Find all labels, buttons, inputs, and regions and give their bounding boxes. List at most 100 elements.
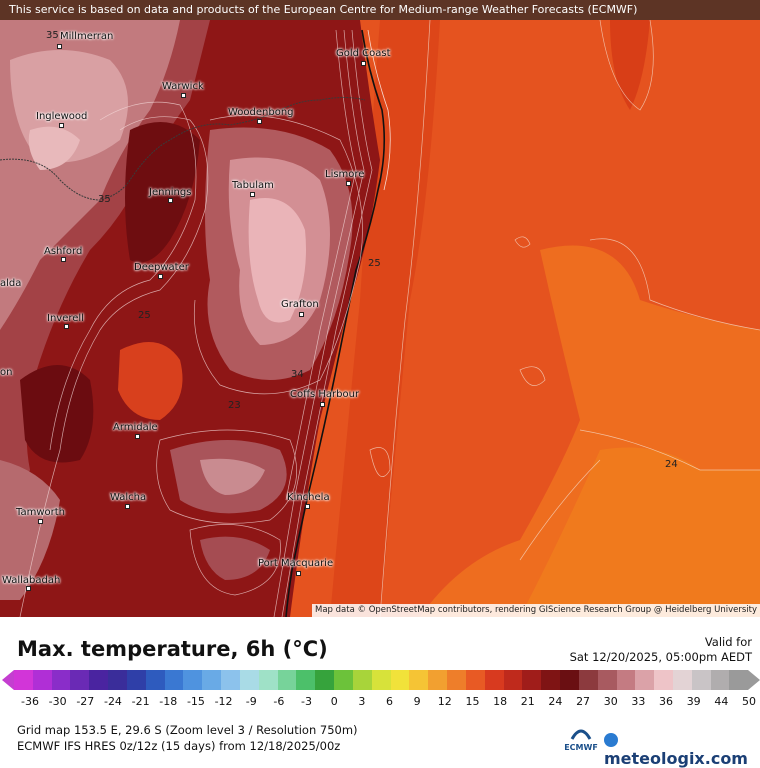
town-label: Gold Coast (336, 48, 391, 59)
town-marker (61, 257, 66, 262)
town-marker (168, 198, 173, 203)
colorbar-tick-label: -9 (245, 695, 257, 708)
colorbar-swatch (710, 670, 730, 690)
colorbar-swatch (597, 670, 617, 690)
town-marker (38, 519, 43, 524)
ecmwf-logo-text: ECMWF (564, 743, 598, 752)
town-label: Jennings (149, 187, 192, 198)
colorbar-max-arrow (748, 670, 760, 690)
meteologix-brand-text: meteologix.com (604, 749, 748, 768)
town-marker (299, 312, 304, 317)
town-marker (361, 61, 366, 66)
town-label: Grafton (281, 299, 319, 310)
colorbar-tick-label: 15 (465, 695, 480, 708)
data-source-banner: This service is based on data and produc… (0, 0, 760, 20)
colorbar-tick-label: 9 (413, 695, 421, 708)
town-marker (305, 504, 310, 509)
colorbar (14, 670, 749, 690)
town-marker (181, 93, 186, 98)
grid-info: Grid map 153.5 E, 29.6 S (Zoom level 3 /… (17, 723, 358, 737)
colorbar-swatch (578, 670, 598, 690)
colorbar-tick-label: -30 (48, 695, 67, 708)
colorbar-swatch (465, 670, 485, 690)
town-label: alda (0, 278, 22, 289)
town-marker (257, 119, 262, 124)
colorbar-swatch (108, 670, 127, 690)
colorbar-tick-label: -27 (76, 695, 95, 708)
colorbar-swatch (334, 670, 353, 690)
model-info: ECMWF IFS HRES 0z/12z (15 days) from 12/… (17, 739, 341, 753)
colorbar-min-arrow (2, 670, 14, 690)
colorbar-swatch (447, 670, 466, 690)
colorbar-tick-label: -36 (21, 695, 39, 708)
map-attribution: Map data © OpenStreetMap contributors, r… (312, 604, 760, 617)
town-label: Deepwater (134, 262, 189, 273)
town-label: on (0, 367, 13, 378)
isoline-label: 35 (46, 30, 59, 41)
colorbar-swatch (560, 670, 579, 690)
temperature-map[interactable]: This service is based on data and produc… (0, 0, 760, 617)
colorbar-swatch (221, 670, 240, 690)
town-label: Ashford (44, 246, 83, 257)
colorbar-tick-label: 39 (686, 695, 701, 708)
ecmwf-logo[interactable]: ECMWF (563, 727, 599, 752)
town-marker (59, 123, 64, 128)
valid-label: Valid for (704, 635, 752, 649)
town-label: Millmerran (60, 31, 114, 42)
town-label: Walcha (110, 492, 147, 503)
isoline-label: 35 (98, 194, 111, 205)
colorbar-swatch (409, 670, 429, 690)
colorbar-swatch (202, 670, 222, 690)
town-label: Wallabadah (2, 575, 61, 586)
colorbar-tick-label: 33 (631, 695, 646, 708)
colorbar-ticks: -36 -30 -27 -24 -21 -18 -15 -12 -9 -6 -3 0 3 6 9 12 15 18… (0, 695, 760, 709)
ecmwf-logo-icon (570, 729, 592, 740)
town-label: Tabulam (232, 180, 274, 191)
colorbar-swatch (541, 670, 561, 690)
colorbar-tick-label: -18 (159, 695, 178, 708)
colorbar-swatch (654, 670, 673, 690)
colorbar-swatch (296, 670, 316, 690)
colorbar-swatch (484, 670, 504, 690)
town-label: Armidale (113, 422, 158, 433)
colorbar-swatch (428, 670, 448, 690)
town-marker (158, 274, 163, 279)
town-marker (320, 402, 325, 407)
colorbar-swatch (239, 670, 259, 690)
colorbar-tick-label: -21 (131, 695, 150, 708)
colorbar-swatch (258, 670, 278, 690)
colorbar-swatch (371, 670, 391, 690)
meteologix-logo-icon (604, 733, 618, 747)
town-marker (26, 586, 31, 591)
meteologix-logo[interactable]: meteologix.com (604, 730, 760, 768)
colorbar-tick-label: 6 (386, 695, 393, 708)
town-label: Kinchela (287, 492, 330, 503)
colorbar-tick-label: 50 (742, 695, 756, 708)
colorbar-swatch (635, 670, 655, 690)
town-label: Warwick (162, 81, 204, 92)
colorbar-swatch (126, 670, 146, 690)
colorbar-swatch (315, 670, 335, 690)
colorbar-swatch (522, 670, 542, 690)
colorbar-tick-label: 3 (358, 695, 366, 708)
colorbar-swatch (145, 670, 165, 690)
town-marker (135, 434, 140, 439)
colorbar-swatch (51, 670, 71, 690)
colorbar-swatch (277, 670, 297, 690)
isoline-label: 34 (291, 369, 304, 380)
colorbar-tick-label: 44 (714, 695, 729, 708)
valid-datetime: Sat 12/20/2025, 05:00pm AEDT (569, 650, 752, 664)
town-marker (125, 504, 130, 509)
colorbar-tick-label: 30 (603, 695, 618, 708)
town-marker (64, 324, 69, 329)
colorbar-tick-label: 21 (520, 695, 535, 708)
town-marker (250, 192, 255, 197)
town-label: Inverell (47, 313, 84, 324)
colorbar-swatch (14, 670, 33, 690)
colorbar-tick-label: 0 (330, 695, 338, 708)
colorbar-tick-label: 36 (659, 695, 674, 708)
isoline-label: 24 (665, 459, 678, 470)
town-marker (296, 571, 301, 576)
colorbar-swatch (616, 670, 636, 690)
colorbar-tick-label: 27 (576, 695, 591, 708)
